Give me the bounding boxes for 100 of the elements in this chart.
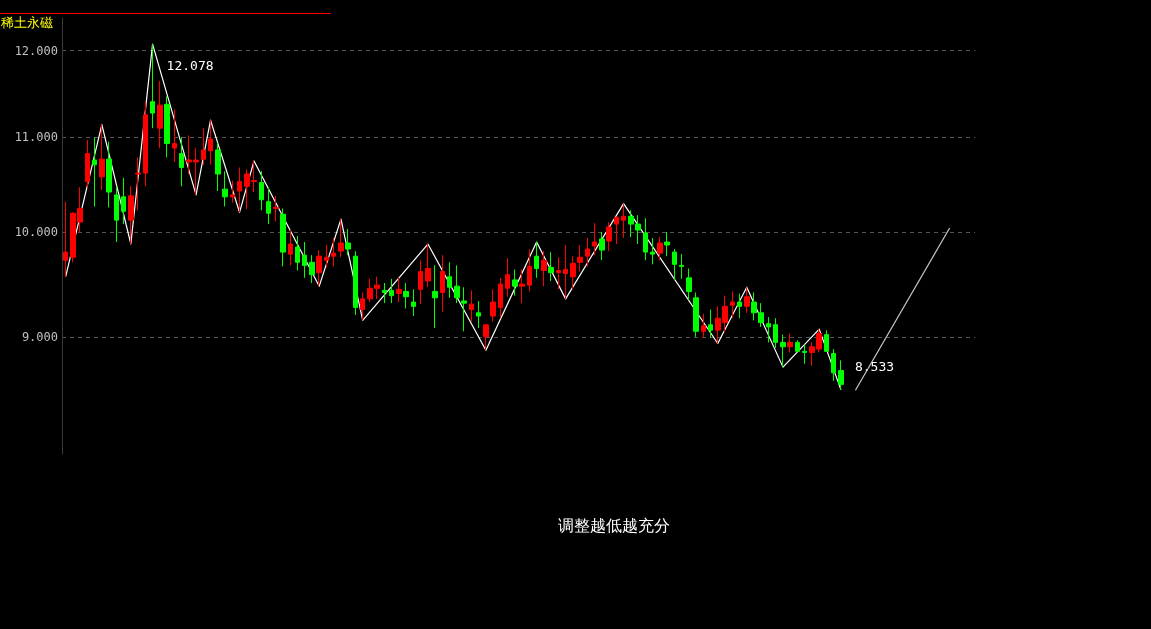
candlestick [201,127,206,166]
candlestick [737,293,742,319]
candlestick [215,142,221,192]
candlestick [230,180,235,204]
candlestick [664,231,670,257]
candlestick [63,201,68,278]
candlestick [106,141,112,208]
candlestick [266,186,271,225]
candlestick [679,253,684,280]
candlestick [476,300,481,329]
candlestick [795,339,800,353]
candlestick [505,257,510,298]
candlestick [135,156,141,211]
candlestick [606,221,612,252]
annotation: 12.078 [166,58,214,74]
candlestick [164,95,170,158]
candlestick [157,80,163,149]
candlestick [338,218,344,258]
candlestick [85,139,90,188]
candlestick [295,235,300,272]
candlestick [92,136,97,207]
candlestick [693,292,699,338]
candlestick [672,248,677,281]
candlestick [483,324,489,351]
candlestick [701,313,706,339]
candlestick [512,269,518,297]
chart-title: 稀土永磁 [1,15,53,30]
y-tick-label: 11.000 [14,130,58,145]
candlestick [563,244,568,300]
candlestick [302,241,307,279]
candlestick [541,250,547,287]
candlestick [447,261,452,299]
candlestick [577,244,583,273]
candlestick [382,282,387,304]
candlestick [824,329,829,352]
candlestick [744,286,750,314]
candlestick [309,254,315,284]
candlestick [237,166,242,213]
candlestick [773,317,778,349]
candlestick [614,216,619,245]
candlestick [730,290,735,319]
candlestick [780,334,786,368]
candlestick [469,289,474,322]
candlestick [179,136,184,187]
candlestick [490,288,496,322]
candlestick [425,243,431,288]
candlestick [280,207,286,267]
candlestick [222,170,228,207]
candlestick [527,248,532,292]
candlestick [461,286,467,332]
candlestick [99,124,105,191]
line-series [65,43,842,391]
candlestick [686,267,692,301]
candlestick [838,359,844,391]
candlestick [657,236,663,261]
text: 调整越低越充分 [558,515,670,535]
candlestick [360,292,365,321]
candlestick [288,229,293,266]
candlestick [172,109,177,163]
candlestick [519,269,525,304]
candlestick [128,185,134,245]
candlestick [403,282,409,309]
candlestick [396,277,402,303]
candlestick [708,309,713,339]
candlestick [766,316,771,343]
y-tick-label: 10.000 [14,225,58,239]
candlestick [331,237,336,267]
candlestick [345,228,351,256]
candlestick [150,43,155,129]
candlestick [440,254,445,313]
candlestick [802,344,807,365]
candlestick [621,203,626,239]
candlestick [454,264,460,304]
candlestick [831,348,836,382]
candlestick [121,177,126,225]
y-tick-label: 9.000 [21,329,58,344]
candlestick [389,278,394,304]
candlestick [411,288,416,317]
candlestick [498,277,503,319]
candlestick [534,241,539,279]
candlestick [273,195,279,222]
y-tick-label: 12.000 [14,43,58,58]
candlestick [570,255,576,290]
candlestick [599,231,605,261]
candlestick [643,217,648,261]
candlestick [418,259,423,305]
candlestick [114,185,119,243]
candlestick [208,119,213,166]
candlestick [585,237,590,267]
candlestick [787,333,793,353]
candlestick [353,250,358,316]
candlestick [316,249,322,287]
candlestick [548,251,554,282]
candlestick [324,244,329,268]
candlestick [432,264,438,329]
candlestick [650,237,655,265]
candlestick [259,170,264,211]
candlestick [143,101,148,187]
candlestick [556,256,561,290]
candlestick [592,222,597,256]
